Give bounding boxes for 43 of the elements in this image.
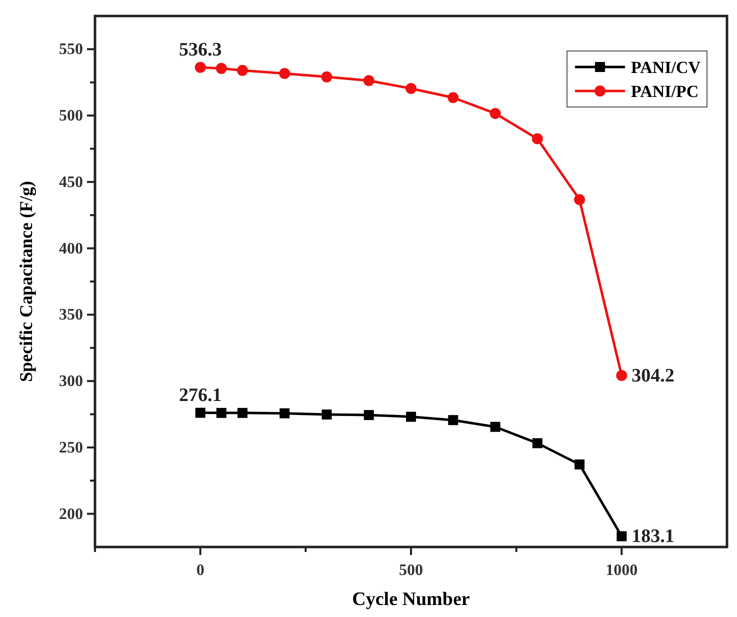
point (194, 62, 206, 73)
y-tick-label: 200 (59, 506, 83, 523)
legend-label: PANI/PC (631, 82, 699, 101)
point (216, 408, 226, 418)
point (237, 408, 248, 418)
point (406, 82, 416, 94)
y-tick-label: 400 (59, 240, 83, 258)
point (195, 408, 206, 418)
point (322, 410, 332, 420)
point (490, 108, 501, 119)
point (279, 68, 290, 79)
point (406, 412, 416, 422)
y-tick-label: 300 (59, 373, 83, 390)
y-tick-label: 350 (59, 306, 83, 324)
x-axis-title: Cycle Number (352, 589, 470, 610)
y-tick-label: 500 (59, 108, 83, 125)
point (532, 438, 542, 448)
data-label: 276.1 (178, 384, 222, 406)
x-tick-label: 0 (196, 562, 204, 579)
point (448, 415, 458, 426)
y-tick-label: 550 (59, 41, 83, 58)
point (574, 459, 585, 470)
x-tick-label: 500 (399, 562, 423, 579)
point (363, 75, 374, 86)
y-tick-label: 250 (59, 439, 83, 456)
x-tick-label: 1000 (606, 562, 638, 579)
point (616, 370, 628, 381)
point (574, 194, 586, 206)
data-label: 536.3 (178, 39, 222, 60)
legend-label: PANI/CV (631, 58, 702, 77)
data-label: 183.1 (632, 526, 674, 548)
point (532, 133, 543, 144)
y-axis-title: Specific Capacitance (F/g) (16, 181, 36, 382)
point (236, 64, 248, 76)
point (321, 71, 332, 82)
point (216, 62, 227, 74)
point (280, 408, 290, 418)
point (364, 410, 374, 420)
data-label: 304.2 (632, 365, 674, 386)
point (448, 92, 459, 104)
y-tick-label: 450 (59, 174, 83, 191)
point (616, 531, 627, 542)
point (490, 422, 500, 432)
